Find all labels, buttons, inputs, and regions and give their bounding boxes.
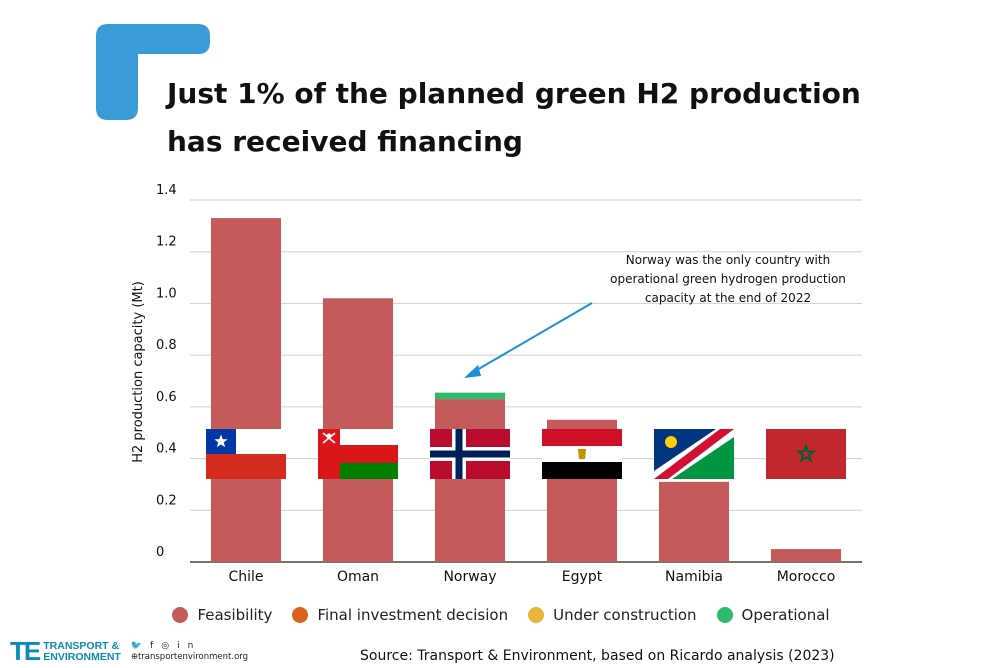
chart-title: Just 1% of the planned green H2 producti…	[167, 70, 927, 166]
annotation-line-1: Norway was the only country with	[626, 253, 830, 267]
title-line-1: Just 1% of the planned green H2 producti…	[167, 77, 861, 110]
x-tick-label: Oman	[337, 569, 379, 585]
flag-stripe	[206, 454, 286, 479]
legend-label-operational: Operational	[741, 606, 830, 624]
brand-mark: TE	[10, 636, 41, 666]
grid-layer	[190, 199, 862, 563]
y-tick-label: 0.8	[156, 338, 177, 353]
namibia-flag	[654, 429, 734, 479]
annotation-line-3: capacity at the end of 2022	[645, 291, 811, 305]
legend-label-feasibility: Feasibility	[197, 606, 273, 624]
annotation-arrow	[469, 302, 593, 375]
title-line-2: has received financing	[167, 125, 523, 158]
label-layer: 0 0.2 0.4 0.6 0.8 1.0 1.2 1.4 Chile Oman Norway Egy…	[156, 183, 835, 585]
legend-item-feasibility: Feasibility	[172, 606, 272, 624]
brand-url-text: transportenvironment.org	[137, 652, 249, 662]
x-tick-label: Morocco	[777, 569, 836, 585]
globe-icon: ⊕	[130, 652, 138, 662]
bar-feasibility	[435, 399, 505, 562]
norway-flag	[430, 429, 510, 479]
brand-logo: TE TRANSPORT & ENVIRONMENT 🐦f◎in ⊕transp…	[10, 636, 248, 667]
legend-dot-final-investment	[292, 607, 309, 623]
brand-social: 🐦f◎in ⊕transportenvironment.org	[131, 640, 248, 663]
annotation-arrowhead	[464, 365, 481, 378]
legend-label-under-construction: Under construction	[553, 606, 697, 624]
oman-flag	[318, 429, 398, 479]
bar-operational	[435, 392, 505, 400]
y-tick-label: 1.2	[156, 235, 177, 250]
bar-feasibility	[771, 549, 841, 562]
instagram-icon: ◎	[161, 641, 178, 651]
y-tick-label: 1.4	[156, 183, 177, 198]
star-icon	[214, 434, 228, 448]
brand-name: TRANSPORT & ENVIRONMENT	[43, 639, 121, 663]
morocco-flag	[766, 429, 846, 479]
legend-dot-under-construction	[528, 607, 545, 623]
flag-hoist	[318, 429, 340, 479]
flag-band	[654, 429, 734, 479]
flag-cross	[430, 450, 510, 458]
y-axis-label: H2 production capacity (Mt)	[131, 281, 146, 463]
star-icon	[795, 442, 817, 463]
x-tick-label: Norway	[443, 569, 496, 585]
flag-layer	[206, 429, 846, 479]
y-tick-label: 0.2	[156, 493, 177, 508]
legend-dot-operational	[716, 607, 733, 623]
eagle-icon	[578, 449, 586, 459]
legend-label-final-investment: Final investment decision	[317, 606, 509, 624]
egypt-flag	[542, 429, 622, 479]
norway-annotation: Norway was the only country with operati…	[464, 253, 846, 378]
annotation-line-2: operational green hydrogen production	[610, 272, 846, 286]
bar-feasibility	[211, 218, 281, 562]
y-tick-label: 0.6	[156, 390, 177, 405]
y-tick-label: 0.4	[156, 442, 177, 457]
x-tick-label: Chile	[228, 569, 263, 585]
flag-stripe	[542, 462, 622, 479]
legend-item-operational: Operational	[716, 606, 830, 624]
legend-dot-feasibility	[172, 607, 189, 623]
brand-url: ⊕transportenvironment.org	[131, 652, 248, 663]
facebook-icon: f	[150, 641, 162, 651]
legend-item-under-construction: Under construction	[528, 606, 697, 624]
legend-item-final-investment: Final investment decision	[292, 606, 508, 624]
sun-icon	[665, 436, 677, 448]
source-note: Source: Transport & Environment, based o…	[360, 648, 835, 664]
x-tick-label: Namibia	[665, 569, 723, 585]
bar-feasibility	[659, 481, 729, 562]
emblem-icon	[326, 433, 332, 439]
flag-stripe	[542, 429, 622, 446]
y-tick-label: 0	[156, 545, 164, 560]
brand-name-line-2: ENVIRONMENT	[43, 650, 121, 663]
brand-corner-shape	[96, 24, 210, 120]
y-tick-label: 1.0	[156, 286, 177, 301]
x-tick-label: Egypt	[562, 569, 603, 585]
brand-name-line-1: TRANSPORT &	[43, 639, 120, 652]
legend: Feasibility Final investment decision Un…	[0, 606, 1002, 624]
flag-field	[766, 429, 846, 479]
social-icons: 🐦f◎in	[131, 640, 248, 652]
twitter-icon: 🐦	[130, 641, 151, 651]
chile-flag	[206, 429, 286, 479]
linkedin-icon: in	[177, 641, 202, 651]
